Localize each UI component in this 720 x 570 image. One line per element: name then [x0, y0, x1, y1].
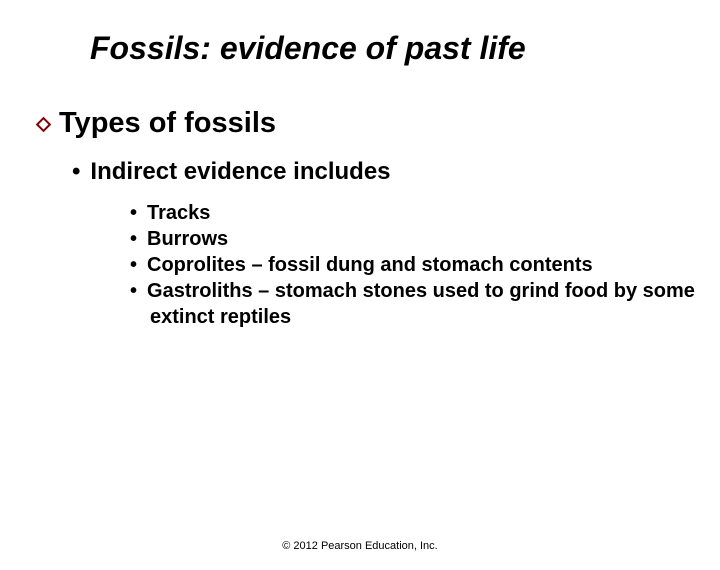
- sub1-text: Indirect evidence includes: [90, 158, 390, 185]
- list-item-text: Coprolites – fossil dung and stomach con…: [147, 254, 593, 276]
- list-item-text: Gastroliths – stomach stones used to gri…: [147, 280, 695, 328]
- bullet-icon: •: [130, 228, 137, 250]
- bullet-icon: •: [130, 280, 137, 302]
- list-item: • Burrows: [130, 226, 720, 252]
- bullet-icon: •: [72, 158, 80, 185]
- copyright-footer: © 2012 Pearson Education, Inc.: [0, 540, 720, 552]
- diamond-bullet-icon: [36, 117, 52, 133]
- sub-point-level1: • Indirect evidence includes: [72, 158, 720, 186]
- list-item-text: Tracks: [147, 202, 210, 224]
- list-item-text: Burrows: [147, 228, 228, 250]
- section-heading: Types of fossils: [59, 107, 276, 140]
- slide-title: Fossils: evidence of past life: [90, 30, 720, 67]
- list-item: • Gastroliths – stomach stones used to gr…: [130, 278, 720, 330]
- bullet-icon: •: [130, 202, 137, 224]
- list-item: • Coprolites – fossil dung and stomach co…: [130, 252, 720, 278]
- list-item: • Tracks: [130, 200, 720, 226]
- sub-point-list: • Tracks • Burrows • Coprolites – fossil du…: [130, 200, 720, 330]
- section-row: Types of fossils: [38, 107, 720, 140]
- bullet-icon: •: [130, 254, 137, 276]
